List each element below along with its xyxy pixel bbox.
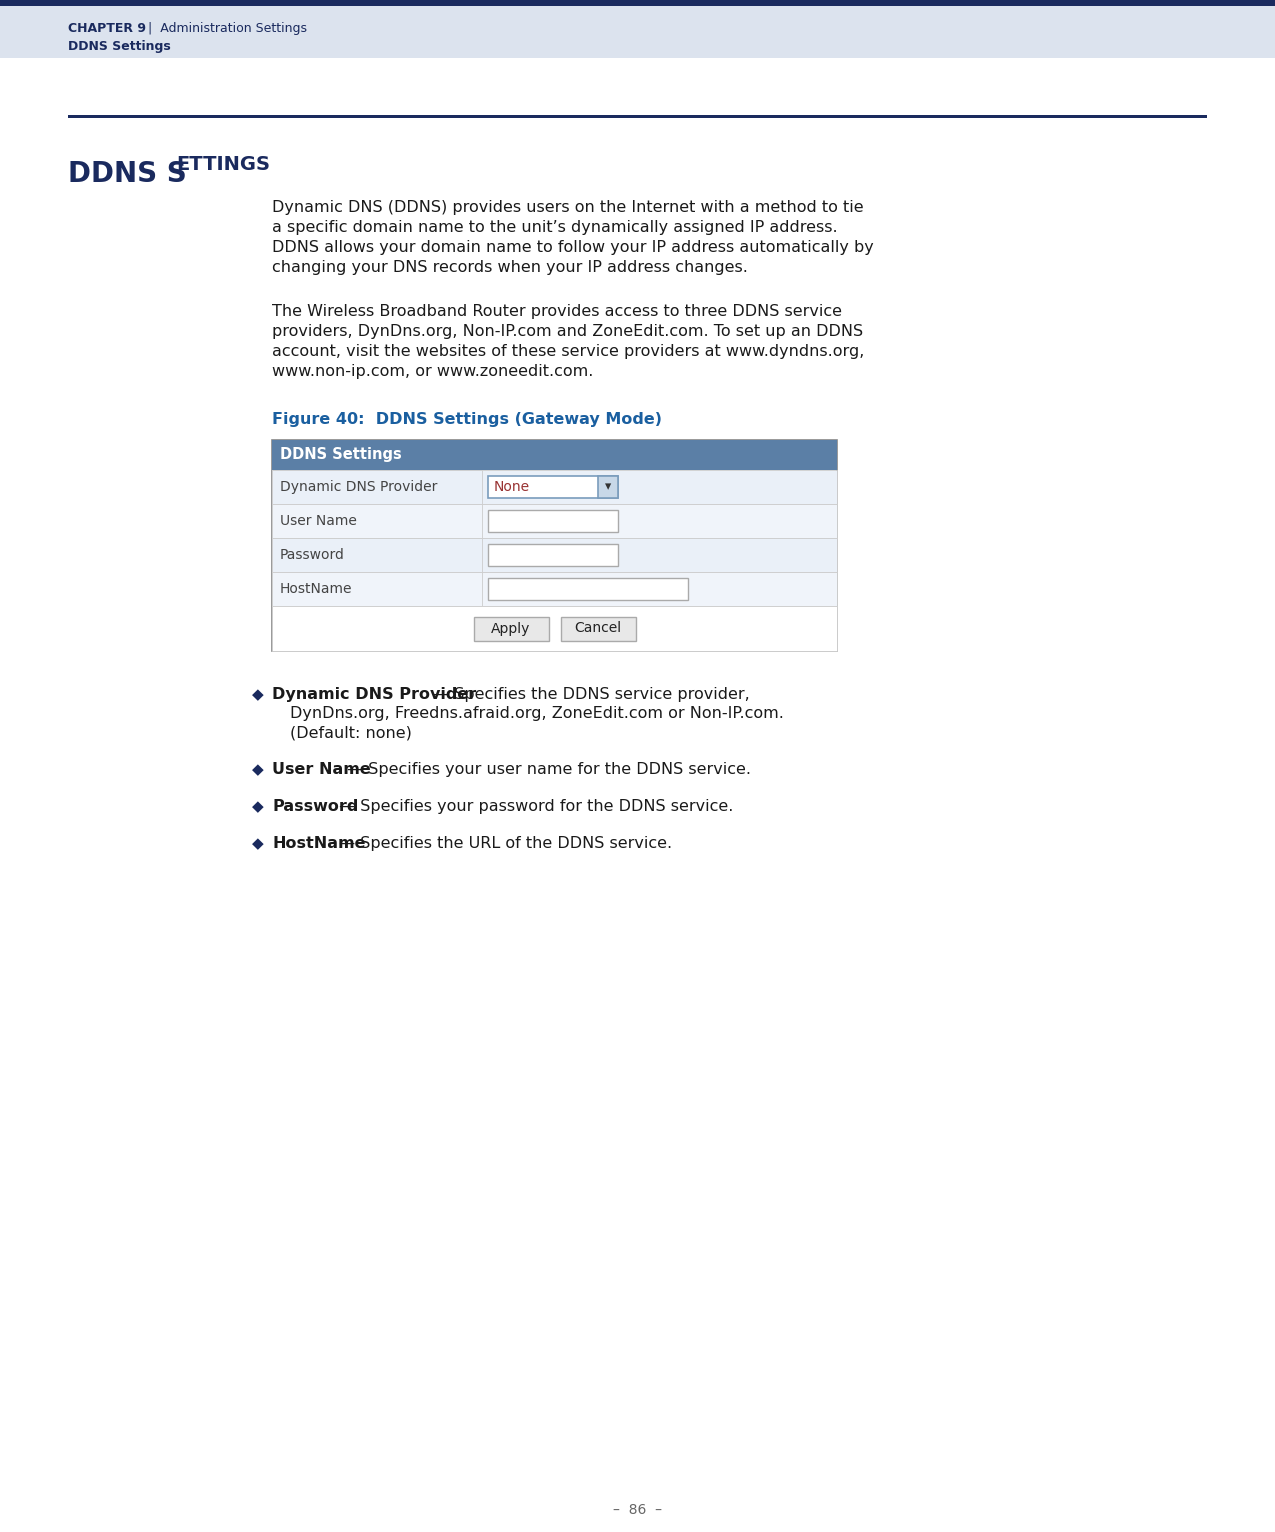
Text: Cancel: Cancel: [575, 622, 622, 636]
Bar: [272, 440, 836, 470]
Bar: [488, 544, 618, 565]
Text: — Specifies the URL of the DDNS service.: — Specifies the URL of the DDNS service.: [334, 836, 672, 850]
Bar: [272, 470, 836, 504]
Text: — Specifies your user name for the DDNS service.: — Specifies your user name for the DDNS …: [342, 761, 751, 777]
Bar: [272, 607, 836, 651]
Text: www.non-ip.com, or www.zoneedit.com.: www.non-ip.com, or www.zoneedit.com.: [272, 365, 593, 378]
Text: User Name: User Name: [280, 515, 357, 529]
Text: Apply: Apply: [491, 622, 530, 636]
Bar: [272, 571, 482, 607]
Text: None: None: [493, 480, 530, 493]
Bar: [272, 504, 836, 538]
Text: changing your DNS records when your IP address changes.: changing your DNS records when your IP a…: [272, 260, 748, 276]
Bar: [488, 578, 688, 601]
Bar: [0, 0, 1275, 6]
Text: Figure 40:  DDNS Settings (Gateway Mode): Figure 40: DDNS Settings (Gateway Mode): [272, 412, 662, 427]
Bar: [598, 476, 618, 498]
Text: HostName: HostName: [272, 836, 366, 850]
Text: ▾: ▾: [604, 481, 611, 493]
Text: –  86  –: – 86 –: [613, 1503, 662, 1517]
Bar: [0, 0, 1275, 58]
Text: Dynamic DNS Provider: Dynamic DNS Provider: [272, 686, 477, 702]
Text: ◆: ◆: [252, 686, 264, 702]
Text: Dynamic DNS (DDNS) provides users on the Internet with a method to tie: Dynamic DNS (DDNS) provides users on the…: [272, 201, 863, 214]
Text: ◆: ◆: [252, 800, 264, 813]
Text: DDNS Settings: DDNS Settings: [68, 40, 171, 54]
Text: HostName: HostName: [280, 582, 352, 596]
Text: |  Administration Settings: | Administration Settings: [140, 21, 307, 35]
Bar: [488, 510, 618, 532]
Bar: [272, 470, 482, 504]
Bar: [272, 538, 836, 571]
Text: Password: Password: [272, 800, 358, 813]
Text: (Default: none): (Default: none): [289, 725, 412, 740]
Text: Dynamic DNS Provider: Dynamic DNS Provider: [280, 480, 437, 493]
Text: — Specifies your password for the DDNS service.: — Specifies your password for the DDNS s…: [334, 800, 734, 813]
Text: User Name: User Name: [272, 761, 371, 777]
Bar: [272, 504, 482, 538]
Bar: [561, 616, 635, 640]
Bar: [272, 571, 836, 607]
Text: DDNS S: DDNS S: [68, 159, 186, 188]
Text: CHAPTER 9: CHAPTER 9: [68, 21, 147, 35]
Text: a specific domain name to the unit’s dynamically assigned IP address.: a specific domain name to the unit’s dyn…: [272, 221, 838, 234]
Text: ETTINGS: ETTINGS: [176, 155, 270, 175]
Text: DynDns.org, Freedns.afraid.org, ZoneEdit.com or Non-IP.com.: DynDns.org, Freedns.afraid.org, ZoneEdit…: [289, 706, 784, 722]
Text: The Wireless Broadband Router provides access to three DDNS service: The Wireless Broadband Router provides a…: [272, 303, 842, 319]
Bar: [68, 115, 1207, 118]
Bar: [272, 440, 836, 651]
Text: ◆: ◆: [252, 836, 264, 850]
Text: account, visit the websites of these service providers at www.dyndns.org,: account, visit the websites of these ser…: [272, 345, 864, 358]
Text: ◆: ◆: [252, 761, 264, 777]
Text: — Specifies the DDNS service provider,: — Specifies the DDNS service provider,: [428, 686, 750, 702]
Text: DDNS Settings: DDNS Settings: [280, 447, 402, 463]
Text: DDNS allows your domain name to follow your IP address automatically by: DDNS allows your domain name to follow y…: [272, 241, 873, 254]
Text: Password: Password: [280, 548, 344, 562]
Text: providers, DynDns.org, Non-IP.com and ZoneEdit.com. To set up an DDNS: providers, DynDns.org, Non-IP.com and Zo…: [272, 323, 863, 339]
Bar: [473, 616, 548, 640]
Bar: [272, 538, 482, 571]
Bar: [488, 476, 618, 498]
